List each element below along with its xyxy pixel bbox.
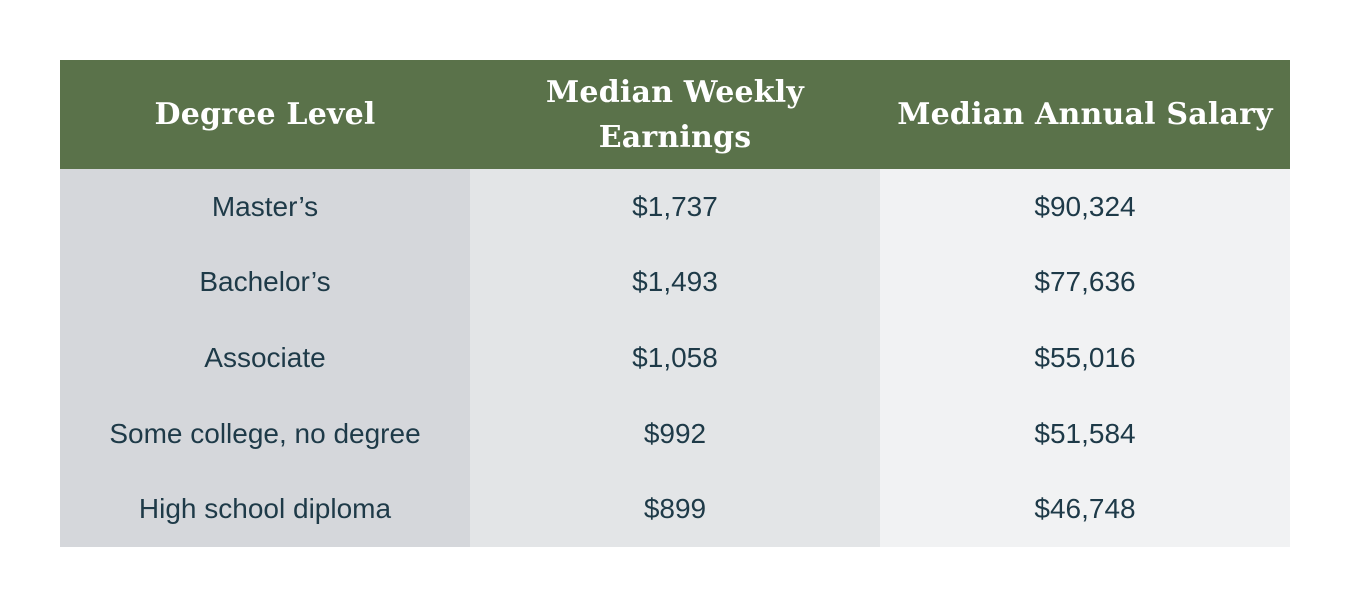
cell-degree-level: Bachelor’s: [60, 244, 470, 321]
cell-annual-salary: $55,016: [880, 320, 1290, 396]
table-row: Bachelor’s $1,493 $77,636: [60, 244, 1290, 321]
earnings-table: Degree Level Median Weekly Earnings Medi…: [60, 60, 1290, 547]
cell-annual-salary: $51,584: [880, 395, 1290, 472]
header-median-weekly-earnings: Median Weekly Earnings: [470, 60, 880, 169]
table-row: Some college, no degree $992 $51,584: [60, 395, 1290, 472]
cell-weekly-earnings: $1,737: [470, 169, 880, 245]
cell-weekly-earnings: $1,058: [470, 320, 880, 396]
cell-annual-salary: $90,324: [880, 169, 1290, 245]
cell-weekly-earnings: $899: [470, 471, 880, 547]
table-body: Master’s $1,737 $90,324 Bachelor’s $1,49…: [60, 169, 1290, 547]
cell-annual-salary: $46,748: [880, 471, 1290, 547]
cell-degree-level: Some college, no degree: [60, 395, 470, 472]
cell-annual-salary: $77,636: [880, 244, 1290, 321]
cell-degree-level: Master’s: [60, 169, 470, 245]
cell-weekly-earnings: $1,493: [470, 244, 880, 321]
table-header: Degree Level Median Weekly Earnings Medi…: [60, 60, 1290, 169]
header-degree-level: Degree Level: [60, 60, 470, 169]
header-row: Degree Level Median Weekly Earnings Medi…: [60, 60, 1290, 169]
table-row: Associate $1,058 $55,016: [60, 320, 1290, 396]
cell-degree-level: High school diploma: [60, 471, 470, 547]
table-row: Master’s $1,737 $90,324: [60, 169, 1290, 245]
header-median-annual-salary: Median Annual Salary: [880, 60, 1290, 169]
table-row: High school diploma $899 $46,748: [60, 471, 1290, 547]
earnings-table-container: Degree Level Median Weekly Earnings Medi…: [60, 60, 1290, 547]
cell-degree-level: Associate: [60, 320, 470, 396]
cell-weekly-earnings: $992: [470, 395, 880, 472]
